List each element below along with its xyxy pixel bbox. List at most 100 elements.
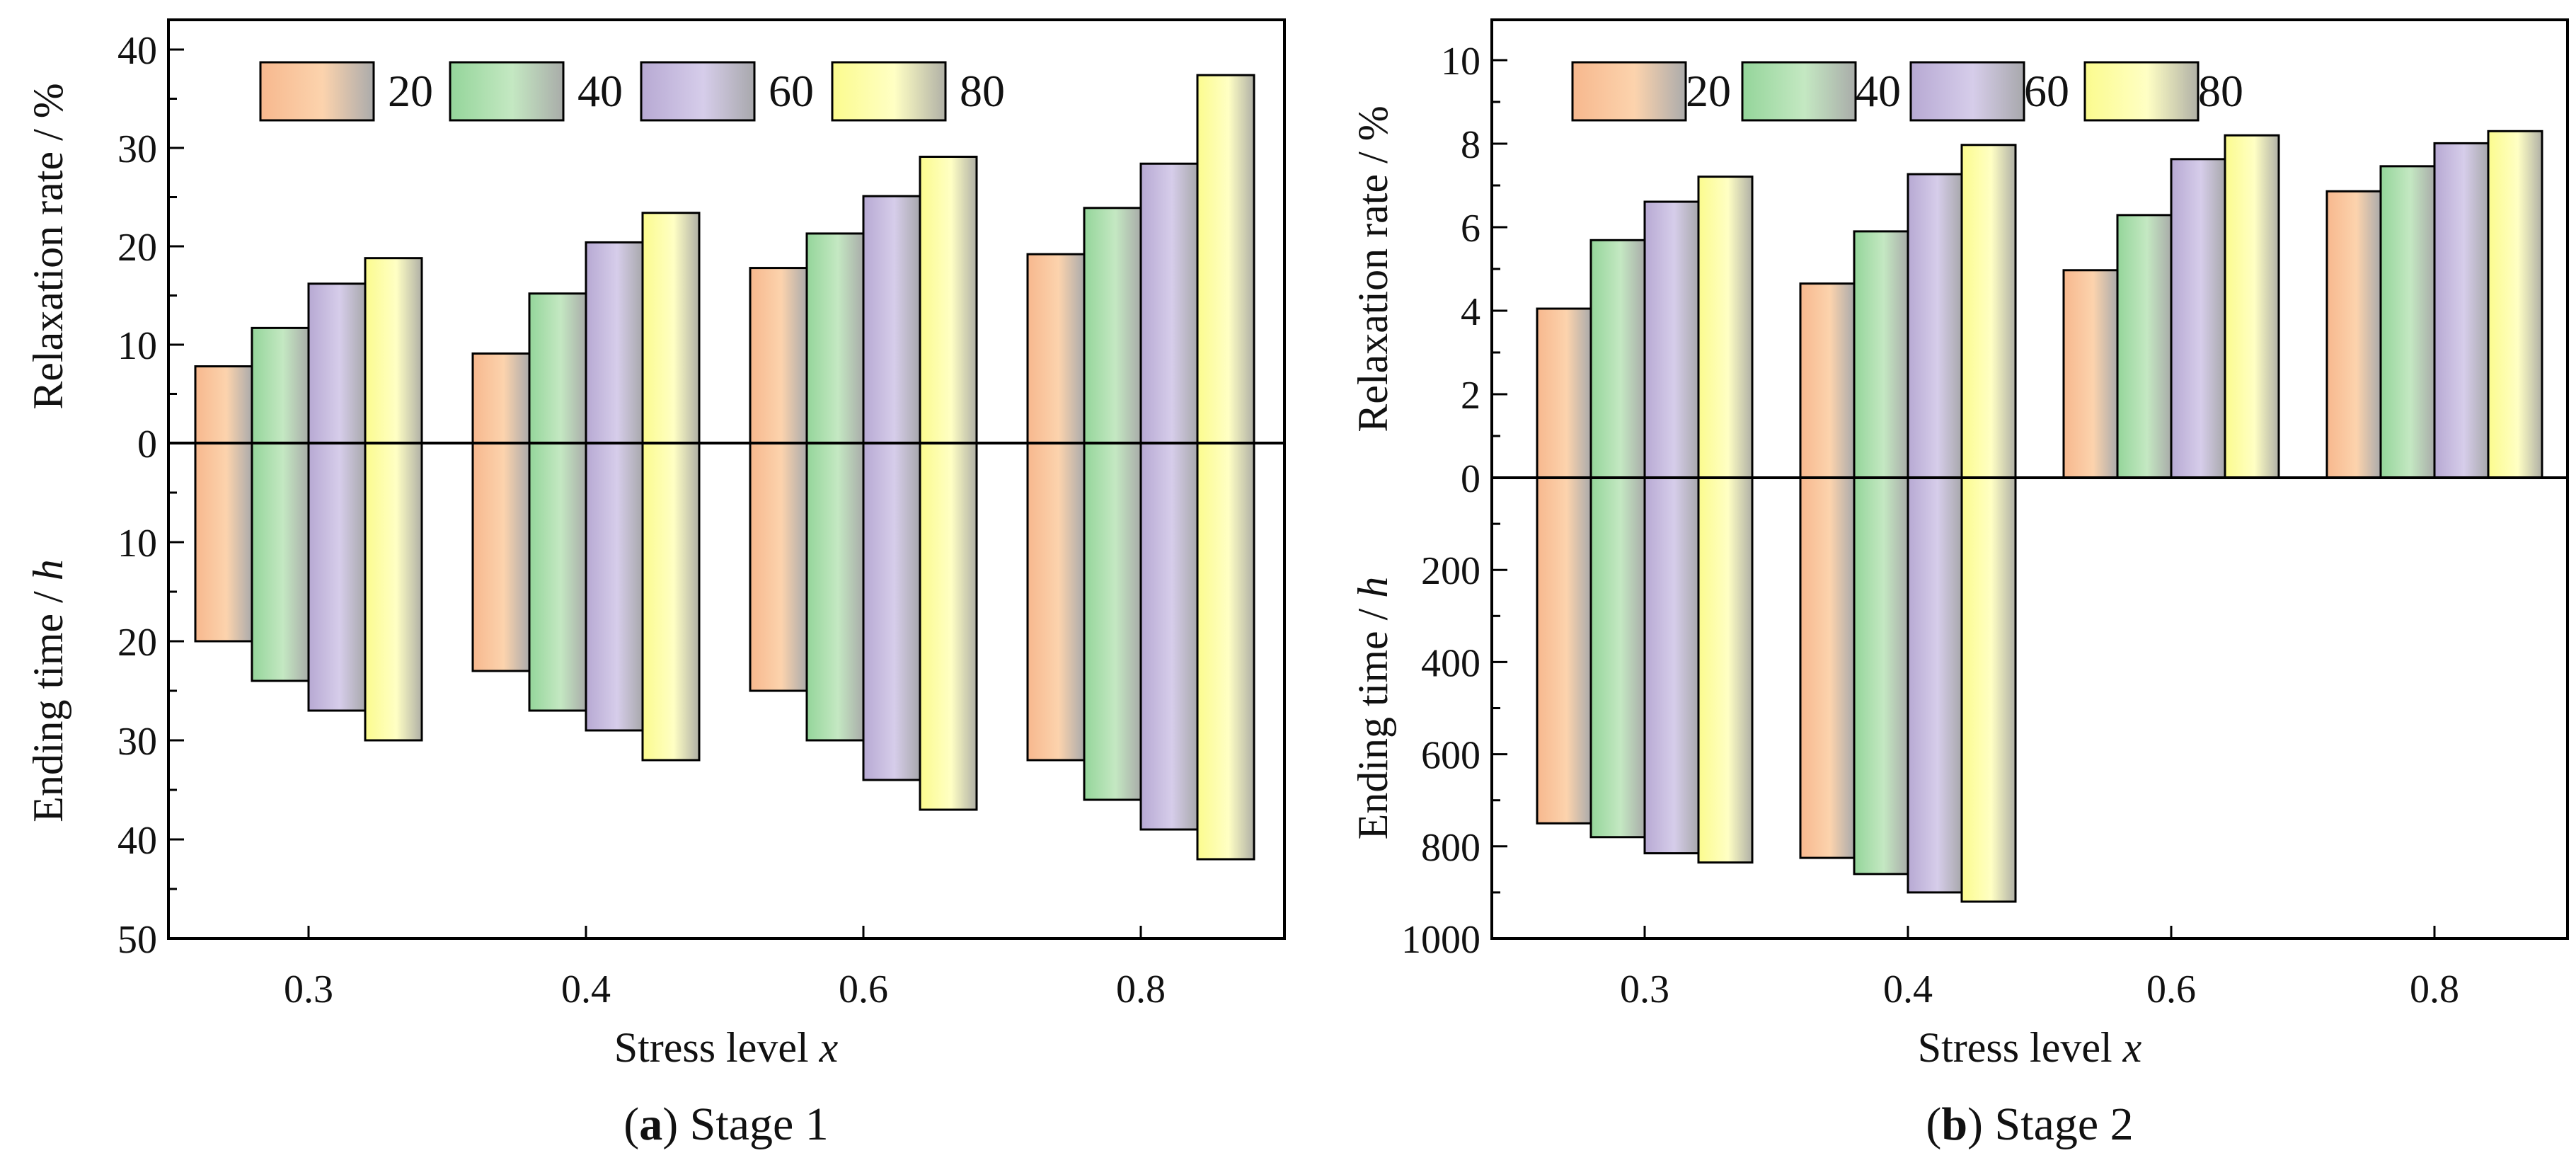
lower-y-tick-label: 30 xyxy=(117,720,157,764)
lower-bar-0.4-40 xyxy=(1853,476,1909,876)
lower-bar-0.4-40 xyxy=(528,442,587,712)
x-tick-label: 0.4 xyxy=(561,968,611,1011)
upper-bar-0.8-80 xyxy=(1196,74,1255,444)
legend-label: 80 xyxy=(2198,66,2243,116)
upper-y-tick-label: 10 xyxy=(117,324,157,368)
upper-y-tick-label: 10 xyxy=(1441,40,1480,84)
lower-y-tick-label: 10 xyxy=(117,522,157,566)
upper-bar-0.4-40 xyxy=(1853,230,1909,479)
legend-swatch-40 xyxy=(449,61,565,122)
upper-bar-0.6-60 xyxy=(2170,158,2226,479)
lower-bar-0.6-20 xyxy=(749,442,808,692)
upper-y-axis-title: Relaxation rate / % xyxy=(25,83,71,410)
upper-bar-0.4-60 xyxy=(1907,173,1963,479)
legend-swatch-60 xyxy=(1909,61,2025,122)
panel-caption: (a) Stage 1 xyxy=(623,1098,829,1150)
lower-y-tick-label: 200 xyxy=(1421,549,1480,593)
x-tick-label: 0.8 xyxy=(2410,968,2459,1011)
lower-bar-0.3-60 xyxy=(307,442,367,712)
lower-y-axis-title: Ending time / h xyxy=(1350,577,1396,840)
legend-label: 60 xyxy=(2024,66,2069,116)
legend-swatch-20 xyxy=(1571,61,1687,122)
upper-bar-0.3-40 xyxy=(1589,239,1646,479)
upper-bar-0.3-60 xyxy=(307,282,367,444)
lower-y-tick-label: 40 xyxy=(117,819,157,863)
lower-bar-0.4-20 xyxy=(471,442,531,672)
lower-bar-0.8-20 xyxy=(1026,442,1086,762)
upper-bar-0.6-20 xyxy=(2062,269,2119,479)
lower-bar-0.4-20 xyxy=(1799,476,1856,859)
upper-bar-0.8-20 xyxy=(1026,253,1086,444)
lower-bar-0.8-40 xyxy=(1083,442,1142,801)
upper-bar-0.4-60 xyxy=(585,241,644,444)
panel-a: 0.3 0.4 0.6 0.8 0 10 20 30 40 10 20 30 40 50 Relaxatio… xyxy=(25,18,1286,1150)
upper-bar-0.3-80 xyxy=(1697,176,1754,479)
lower-bar-0.4-60 xyxy=(585,442,644,732)
upper-bar-0.8-40 xyxy=(1083,207,1142,444)
legend-label: 20 xyxy=(388,66,433,116)
upper-y-tick-label: 0 xyxy=(137,423,157,466)
upper-bar-0.6-20 xyxy=(749,267,808,444)
legend-swatch-60 xyxy=(640,61,756,122)
lower-bar-0.3-20 xyxy=(1536,476,1592,825)
x-tick-label: 0.3 xyxy=(284,968,333,1011)
upper-bar-0.8-20 xyxy=(2325,190,2382,479)
plot-frame xyxy=(167,18,1286,940)
upper-bar-0.4-80 xyxy=(1960,144,2017,479)
x-tick-label: 0.3 xyxy=(1620,968,1669,1011)
lower-bar-0.3-80 xyxy=(1697,476,1754,864)
lower-bar-0.3-40 xyxy=(251,442,310,682)
x-axis-title: Stress level x xyxy=(1918,1024,2142,1071)
lower-y-tick-label: 600 xyxy=(1421,734,1480,778)
upper-y-tick-label: 2 xyxy=(1461,374,1480,418)
lower-bar-0.3-80 xyxy=(364,442,423,742)
legend-swatch-80 xyxy=(2083,61,2200,122)
lower-bar-0.8-60 xyxy=(1139,442,1199,831)
legend-label: 40 xyxy=(577,66,623,116)
upper-y-tick-label: 8 xyxy=(1461,123,1480,167)
x-tick-label: 0.4 xyxy=(1883,968,1933,1011)
upper-bar-0.3-80 xyxy=(364,257,423,444)
upper-bar-0.8-60 xyxy=(1139,162,1199,444)
x-tick-label: 0.8 xyxy=(1116,968,1166,1011)
lower-y-tick-label: 400 xyxy=(1421,641,1480,685)
upper-bar-0.6-60 xyxy=(862,195,921,444)
upper-bar-0.6-80 xyxy=(919,156,978,444)
lower-bar-0.6-60 xyxy=(862,442,921,781)
legend-swatch-20 xyxy=(259,61,375,122)
legend-label: 80 xyxy=(960,66,1005,116)
upper-bar-0.4-80 xyxy=(641,212,701,444)
lower-y-tick-label: 800 xyxy=(1421,826,1480,870)
upper-y-tick-label: 6 xyxy=(1461,207,1480,251)
upper-bar-0.4-40 xyxy=(528,292,587,444)
upper-y-tick-label: 30 xyxy=(117,127,157,171)
upper-bar-0.8-40 xyxy=(2379,165,2436,479)
lower-bar-0.3-40 xyxy=(1589,476,1646,839)
panel-caption: (b) Stage 2 xyxy=(1926,1098,2133,1150)
upper-bar-0.4-20 xyxy=(471,352,531,444)
lower-bar-0.3-20 xyxy=(194,442,253,643)
lower-bar-0.6-80 xyxy=(919,442,978,811)
lower-y-axis-title: Ending time / h xyxy=(25,559,71,822)
lower-bar-0.4-60 xyxy=(1907,476,1963,894)
lower-y-tick-label: 20 xyxy=(117,621,157,665)
upper-bar-0.3-40 xyxy=(251,326,310,444)
legend-label: 40 xyxy=(1856,66,1901,116)
lower-bar-0.3-60 xyxy=(1643,476,1700,855)
upper-bar-0.3-20 xyxy=(194,365,253,444)
x-axis-title: Stress level x xyxy=(614,1024,839,1071)
plot-frame xyxy=(1490,18,2569,940)
legend-swatch-40 xyxy=(1741,61,1857,122)
lower-y-tick-label: 1000 xyxy=(1401,918,1480,962)
upper-bar-0.4-20 xyxy=(1799,282,1856,479)
upper-y-tick-label: 40 xyxy=(117,29,157,73)
legend-label: 20 xyxy=(1686,66,1731,116)
lower-bar-0.6-40 xyxy=(805,442,865,742)
panel-b: 0.3 0.4 0.6 0.8 0 2 4 6 8 10 200 400 600 800 1000 Relax… xyxy=(1350,18,2569,1150)
upper-y-tick-label: 4 xyxy=(1461,290,1480,334)
legend-swatch-80 xyxy=(831,61,947,122)
lower-bar-0.4-80 xyxy=(641,442,701,762)
lower-bar-0.8-80 xyxy=(1196,442,1255,861)
upper-bar-0.3-60 xyxy=(1643,200,1700,479)
